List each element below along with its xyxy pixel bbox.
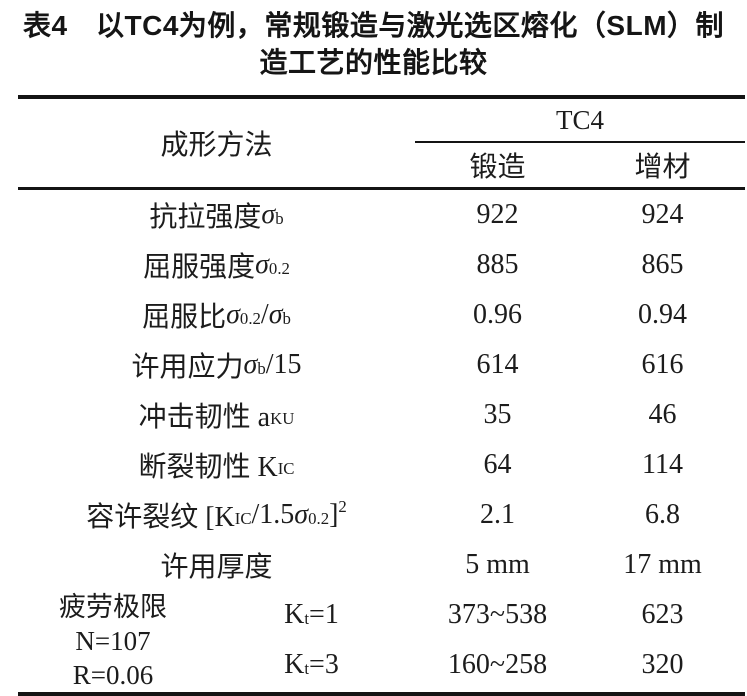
table-row: 冲击韧性 a KU 35 46 <box>18 390 745 440</box>
cell-additive: 17 mm <box>623 549 702 580</box>
header-subcolumns: 锻造 增材 <box>415 143 745 187</box>
table-row: 断裂韧性 K IC 64 114 <box>18 440 745 490</box>
fatigue-label: 疲劳极限 N=107 R=0.06 <box>18 590 208 692</box>
fatigue-label-line: R=0.06 <box>72 660 154 690</box>
table-row: 容许裂纹 [K IC/1.5 σ 0.2] 2 2.1 6.8 <box>18 490 745 540</box>
table-row: 屈服强度 σ 0.2 885 865 <box>18 240 745 290</box>
row-label: 容许裂纹 [K IC/1.5 σ 0.2] 2 <box>86 497 347 533</box>
cell-additive: 114 <box>642 449 683 480</box>
header-method-cell: 成形方法 <box>160 130 273 161</box>
caption-line-1: 表4 以TC4为例，常规锻造与激光选区熔化（SLM）制 <box>22 10 725 41</box>
fatigue-label-line: N=107 <box>75 626 151 656</box>
cell-additive: 46 <box>648 399 677 430</box>
cell-forged: 922 <box>476 199 519 230</box>
row-label: 屈服强度 σ 0.2 <box>143 249 290 283</box>
cell-forged: 614 <box>476 349 519 380</box>
fatigue-label-line: 疲劳极限 <box>59 592 167 622</box>
cell-forged: 885 <box>476 249 519 280</box>
cell-additive: 0.94 <box>638 299 687 330</box>
caption-line-2: 造工艺的性能比较 <box>259 47 488 78</box>
cell-forged: 2.1 <box>480 499 515 530</box>
row-label: 冲击韧性 a KU <box>138 402 295 433</box>
row-label: 许用厚度 <box>160 552 273 583</box>
table-caption: 表4 以TC4为例，常规锻造与激光选区熔化（SLM）制 造工艺的性能比较 <box>0 0 747 95</box>
row-label: 屈服比 σ 0.2/σ b <box>142 299 291 333</box>
cell-additive: 924 <box>641 199 684 230</box>
table-row: 屈服比 σ 0.2/σ b 0.96 0.94 <box>18 290 745 340</box>
header-col-forged: 锻造 <box>469 152 526 183</box>
row-label: 断裂韧性 K IC <box>138 452 295 483</box>
cell-additive: 865 <box>641 249 684 280</box>
header-group-label: TC4 <box>415 99 745 143</box>
cell-forged: 5 mm <box>465 549 530 580</box>
cell-additive: 6.8 <box>645 499 680 530</box>
cell-forged: 160~258 <box>447 649 548 680</box>
cell-additive: 616 <box>641 349 684 380</box>
cell-additive: 320 <box>641 649 684 680</box>
table-row: 许用应力 σ b/15 614 616 <box>18 340 745 390</box>
row-label: 许用应力 σ b/15 <box>131 349 302 383</box>
cell-forged: 64 <box>483 449 512 480</box>
cell-forged: 35 <box>483 399 512 430</box>
cell-forged: 373~538 <box>447 599 548 630</box>
table-row: 许用厚度 5 mm 17 mm <box>18 540 745 590</box>
cell-additive: 623 <box>641 599 684 630</box>
header-group-cell: TC4 锻造 增材 <box>415 99 745 187</box>
header-col-additive: 增材 <box>634 152 691 183</box>
cell-forged: 0.96 <box>473 299 522 330</box>
table-header: 成形方法 TC4 锻造 增材 <box>18 99 745 190</box>
